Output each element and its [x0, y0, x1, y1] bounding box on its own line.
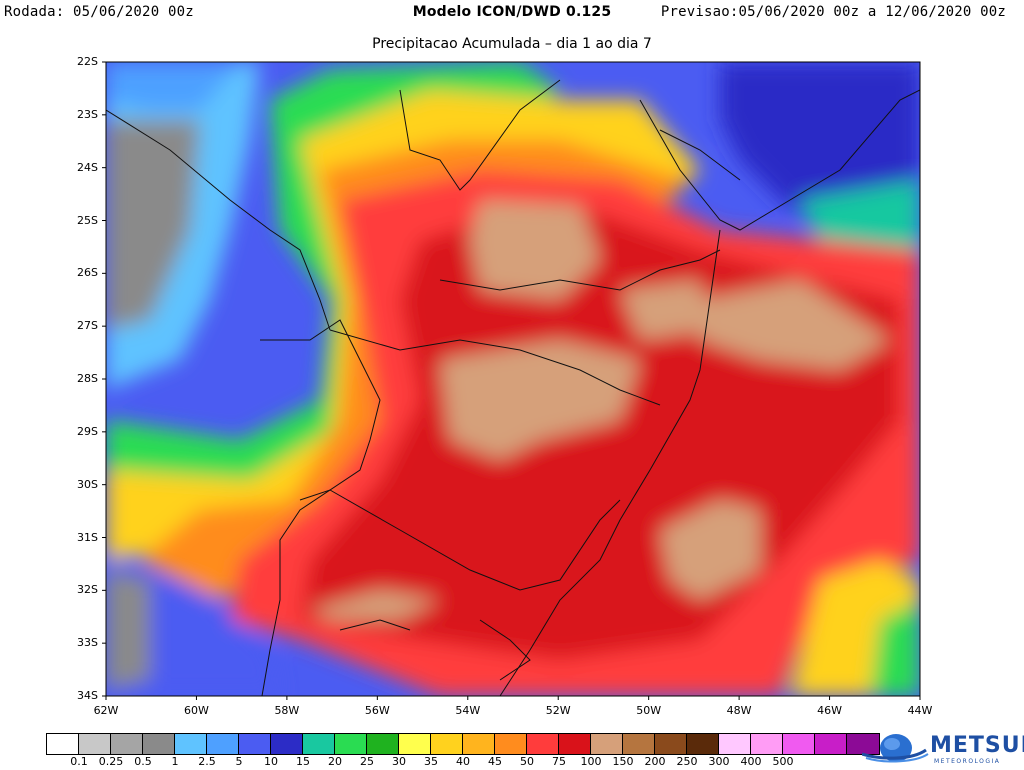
- colorbar-level: 45: [488, 755, 502, 768]
- colorbar-level: 100: [580, 755, 602, 768]
- y-tick-label: 24S: [77, 160, 98, 174]
- colorbar-swatch: [463, 734, 495, 754]
- x-tick-label: 52W: [545, 704, 571, 717]
- y-tick-label: 29S: [77, 424, 98, 438]
- colorbar-swatch: [207, 734, 239, 754]
- colorbar-swatch: [303, 734, 335, 754]
- y-tick-label: 28S: [77, 372, 98, 385]
- precip-field: [106, 62, 920, 696]
- colorbar-swatch: [623, 734, 655, 754]
- x-tick-label: 48W: [726, 704, 752, 717]
- y-tick-label: 30S: [77, 477, 98, 491]
- colorbar-level: 0.25: [98, 755, 124, 768]
- colorbar-swatch: [431, 734, 463, 754]
- colorbar-level: 0.5: [134, 755, 152, 768]
- x-tick-marks: [105, 696, 921, 700]
- colorbar-swatch: [271, 734, 303, 754]
- colorbar-level: 15: [296, 755, 310, 768]
- colorbar-swatch: [527, 734, 559, 754]
- colorbar-level: 400: [740, 755, 762, 768]
- colorbar-swatch: [495, 734, 527, 754]
- colorbar-swatch: [847, 734, 879, 754]
- forecast-period: Previsao:05/06/2020 00z a 12/06/2020 00z: [660, 4, 1006, 20]
- colorbar-swatch: [143, 734, 175, 754]
- colorbar-swatch: [399, 734, 431, 754]
- colorbar-swatch: [815, 734, 847, 754]
- y-tick-label: 23S: [77, 107, 98, 121]
- colorbar-level: 20: [328, 755, 342, 768]
- x-tick-label: 46W: [817, 704, 842, 717]
- colorbar-level: 50: [520, 755, 534, 768]
- colorbar-swatch: [47, 734, 79, 754]
- y-tick-label: 26S: [77, 266, 98, 280]
- x-tick-label: 56W: [364, 704, 390, 717]
- x-tick-label: 54W: [455, 704, 481, 717]
- colorbar-level: 40: [456, 755, 470, 768]
- precip-colorbar: [46, 733, 880, 755]
- y-tick-label: 22S: [77, 55, 98, 68]
- borders: [106, 79, 920, 696]
- x-tick-label: 60W: [184, 704, 209, 717]
- colorbar-swatch: [79, 734, 111, 754]
- colorbar-level: 10: [264, 755, 278, 768]
- y-tick-label: 25S: [77, 213, 98, 227]
- x-tick-label: 58W: [274, 704, 300, 717]
- logo-name: METSUL: [930, 733, 1024, 758]
- colorbar-swatch: [751, 734, 783, 754]
- colorbar-level: 0.1: [70, 755, 88, 768]
- y-tick-label: 34S: [77, 689, 98, 702]
- y-tick-label: 32S: [77, 583, 98, 597]
- colorbar-swatch: [175, 734, 207, 754]
- colorbar-swatch: [655, 734, 687, 754]
- map-subtitle: Precipitacao Acumulada – dia 1 ao dia 7: [372, 36, 652, 52]
- colorbar-swatch: [239, 734, 271, 754]
- colorbar-level: 2.5: [198, 755, 216, 768]
- x-tick-label: 44W: [907, 704, 933, 717]
- colorbar-swatch: [367, 734, 399, 754]
- colorbar-swatch: [687, 734, 719, 754]
- colorbar-level: 30: [392, 755, 406, 768]
- y-tick-label: 31S: [77, 530, 98, 544]
- colorbar-level: 5: [235, 755, 243, 768]
- y-tick-label: 33S: [77, 636, 98, 650]
- globe-swirl-icon: [862, 734, 929, 763]
- y-tick-label: 27S: [77, 319, 98, 333]
- y-tick-marks: [102, 61, 106, 697]
- colorbar-level: 150: [612, 755, 634, 768]
- colorbar-level: 300: [708, 755, 730, 768]
- colorbar-level: 250: [676, 755, 698, 768]
- colorbar-level: 200: [644, 755, 666, 768]
- x-tick-label: 50W: [636, 704, 662, 717]
- run-date: Rodada: 05/06/2020 00z: [4, 4, 194, 20]
- colorbar-level: 1: [171, 755, 179, 768]
- x-tick-label: 62W: [93, 704, 119, 717]
- logo-tagline: METEOROLOGIA: [934, 758, 1001, 765]
- colorbar-swatch: [111, 734, 143, 754]
- colorbar-swatch: [783, 734, 815, 754]
- colorbar-level: 500: [772, 755, 794, 768]
- colorbar-swatch: [591, 734, 623, 754]
- colorbar-swatch: [335, 734, 367, 754]
- colorbar-swatch: [719, 734, 751, 754]
- colorbar-swatch: [559, 734, 591, 754]
- colorbar-level: 75: [552, 755, 566, 768]
- colorbar-level: 25: [360, 755, 374, 768]
- colorbar-level: 35: [424, 755, 438, 768]
- model-title: Modelo ICON/DWD 0.125: [412, 4, 612, 20]
